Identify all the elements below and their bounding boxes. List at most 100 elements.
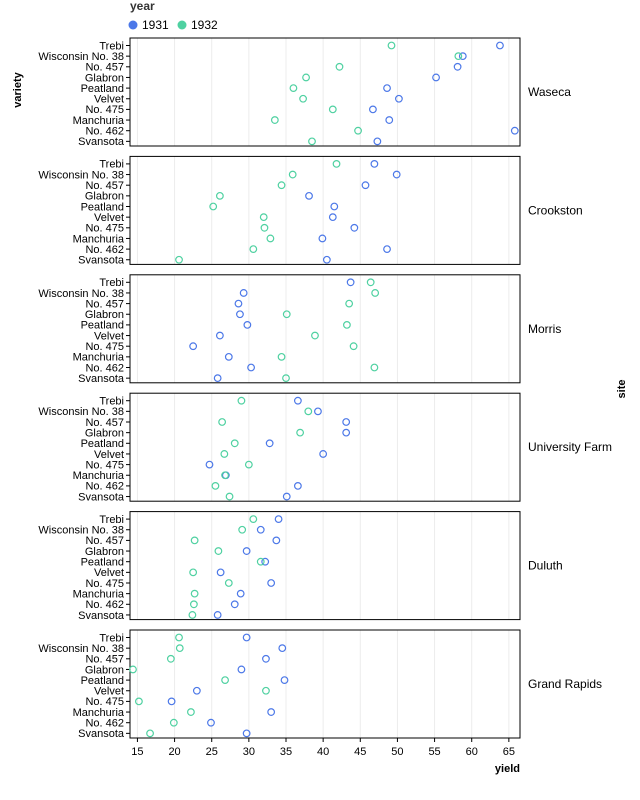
point-1931-wisconsin-no-38 — [458, 52, 467, 61]
point-1931-trebi — [293, 396, 302, 405]
point-1931-no-457 — [342, 418, 351, 426]
point-1932-glabron — [296, 428, 305, 437]
point-1932-peatland — [289, 84, 298, 92]
point-1932-no-462 — [354, 126, 362, 135]
point-1932-manchuria — [221, 471, 229, 480]
y-tick-label: Peatland — [81, 675, 124, 687]
y-tick-label: Trebi — [99, 514, 124, 526]
point-1931-peatland — [243, 321, 252, 329]
point-1932-velvet — [189, 568, 198, 577]
x-tick-label: 35 — [280, 746, 292, 758]
y-tick-label: Trebi — [99, 277, 124, 289]
y-tick-label: Velvet — [94, 449, 124, 461]
point-1931-glabron — [242, 547, 251, 555]
point-1931-trebi — [346, 278, 355, 287]
point-1931-manchuria — [318, 234, 327, 243]
point-1932-wisconsin-no-38 — [304, 407, 313, 416]
point-1931-no-475 — [167, 697, 176, 706]
point-1932-no-462 — [211, 482, 220, 490]
facet-frame — [129, 629, 521, 739]
point-1932-glabron — [129, 665, 137, 674]
y-tick-label: Peatland — [81, 83, 124, 95]
y-tick-label: Velvet — [94, 567, 124, 579]
point-1931-peatland — [383, 84, 391, 92]
point-1932-no-475 — [224, 579, 233, 587]
point-1931-no-457 — [272, 536, 281, 545]
y-tick-label: No. 462 — [85, 244, 124, 256]
x-tick-label: 45 — [354, 746, 366, 758]
point-1931-wisconsin-no-38 — [314, 407, 322, 416]
y-tick-label: Trebi — [99, 40, 124, 52]
point-1931-no-475 — [369, 105, 377, 114]
y-tick-label: Wisconsin No. 38 — [38, 643, 124, 655]
y-tick-label: No. 475 — [85, 696, 124, 708]
point-1931-no-475 — [205, 460, 214, 469]
point-1932-no-475 — [260, 223, 269, 232]
y-tick-label: Glabron — [85, 427, 124, 439]
y-tick-label: Wisconsin No. 38 — [38, 169, 124, 181]
y-tick-label: Trebi — [99, 159, 124, 171]
point-1932-velvet — [220, 450, 229, 458]
point-1932-velvet — [259, 213, 268, 222]
legend-swatch-1931 — [128, 20, 138, 30]
y-tick-label: Trebi — [99, 396, 124, 408]
y-tick-label: Peatland — [81, 201, 124, 213]
facet-label: Grand Rapids — [528, 677, 602, 691]
y-tick-label: Glabron — [85, 546, 124, 558]
x-tick-label: 60 — [466, 746, 478, 758]
y-tick-label: No. 462 — [85, 718, 124, 730]
point-1932-peatland — [221, 676, 229, 684]
point-1932-manchuria — [277, 352, 286, 361]
y-tick-label: Wisconsin No. 38 — [38, 51, 124, 63]
legend-swatch-1932 — [177, 20, 187, 30]
y-tick-label: Glabron — [85, 309, 124, 321]
point-1931-velvet — [395, 94, 403, 103]
point-1932-velvet — [311, 331, 319, 340]
point-1931-peatland — [330, 202, 339, 211]
point-1931-trebi — [274, 515, 283, 523]
y-tick-label: Svansota — [78, 610, 125, 622]
point-1932-trebi — [366, 278, 375, 287]
point-1932-svansota — [225, 492, 234, 501]
facet-label: Crookston — [528, 203, 583, 217]
point-1932-trebi — [237, 396, 246, 405]
y-tick-label: Trebi — [99, 632, 124, 644]
facet-axis-title: site — [616, 380, 628, 399]
point-1932-trebi — [332, 159, 341, 168]
point-1931-no-462 — [293, 482, 302, 490]
point-1931-wisconsin-no-38 — [392, 170, 401, 179]
y-tick-label: No. 475 — [85, 223, 124, 235]
y-tick-label: Svansota — [78, 728, 125, 740]
y-tick-label: Manchuria — [73, 352, 125, 364]
y-tick-label: Glabron — [85, 72, 124, 84]
y-tick-label: No. 457 — [85, 180, 124, 192]
point-1931-manchuria — [267, 708, 276, 716]
point-1931-peatland — [280, 676, 289, 684]
facet-frame — [129, 37, 521, 147]
point-1931-svansota — [373, 137, 382, 146]
point-1931-svansota — [213, 611, 222, 619]
point-1932-svansota — [308, 137, 316, 146]
point-1932-svansota — [188, 611, 197, 619]
point-1931-velvet — [192, 686, 201, 695]
point-1932-manchuria — [270, 116, 279, 124]
point-1932-no-462 — [249, 245, 258, 254]
point-1931-wisconsin-no-38 — [278, 644, 287, 653]
y-tick-label: Glabron — [85, 664, 124, 676]
point-1932-velvet — [299, 94, 307, 103]
point-1931-no-462 — [247, 363, 255, 372]
point-1931-velvet — [215, 331, 224, 340]
y-tick-label: Manchuria — [73, 588, 125, 600]
legend-label-1932: 1932 — [191, 18, 218, 32]
y-tick-label: Manchuria — [73, 707, 125, 719]
point-1932-glabron — [302, 73, 310, 82]
y-tick-label: No. 475 — [85, 341, 124, 353]
point-1931-wisconsin-no-38 — [256, 525, 265, 534]
x-axis: 15 20 25 30 35 40 45 50 55 60 65 — [131, 738, 515, 758]
y-tick-label: Svansota — [78, 491, 125, 503]
point-1931-peatland — [261, 557, 270, 566]
point-1931-velvet — [319, 450, 328, 458]
